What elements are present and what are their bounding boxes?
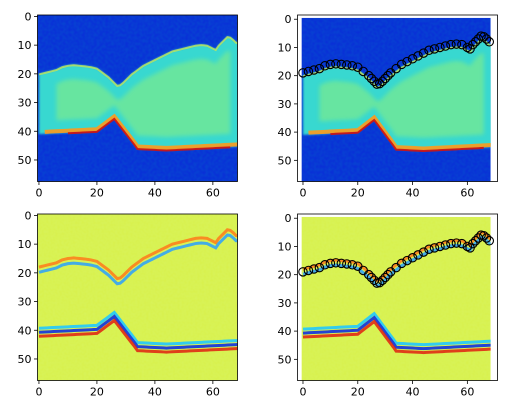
y-tick-label: 50 [278,353,292,366]
y-tick-label: 30 [18,296,32,309]
x-tick-label: 60 [460,386,474,399]
x-tick-label: 40 [148,187,162,200]
y-tick-label: 10 [18,238,32,251]
y-tick-label: 30 [278,297,292,310]
y-tick-label: 40 [278,325,292,338]
y-tick-label: 20 [278,269,292,282]
x-tick-label: 20 [351,386,365,399]
panel-bottom-left: 0 20 40 60 0 10 20 30 40 50 [18,209,239,398]
x-tick-label: 20 [90,386,104,399]
y-tick-label: 0 [25,209,32,222]
y-tick-label: 0 [285,13,292,26]
x-tick-label: 40 [148,386,162,399]
x-tick-label: 0 [299,187,306,200]
y-tick-label: 50 [18,154,32,167]
y-tick-label: 0 [285,212,292,225]
y-tick-label: 50 [278,154,292,167]
y-tick-label: 10 [18,39,32,52]
x-tick-label: 0 [299,386,306,399]
x-tick-label: 0 [35,386,42,399]
panel-bottom-right: 0 20 40 60 0 10 20 30 40 50 [278,212,498,398]
y-tick-label: 40 [18,324,32,337]
y-tick-label: 20 [18,267,32,280]
x-tick-label: 60 [206,187,220,200]
y-tick-label: 30 [278,98,292,111]
y-tick-label: 30 [18,97,32,110]
x-tick-label: 40 [406,187,420,200]
x-tick-label: 60 [206,386,220,399]
x-tick-label: 60 [460,187,474,200]
y-tick-label: 10 [278,240,292,253]
y-tick-label: 10 [278,41,292,54]
panel-top-right: 0 20 40 60 0 10 20 30 40 50 [278,13,498,199]
y-tick-label: 50 [18,353,32,366]
y-tick-label: 0 [25,10,32,23]
y-tick-label: 20 [18,68,32,81]
panel-top-left: 0 20 40 60 0 10 20 30 40 50 [18,10,239,199]
x-tick-label: 0 [35,187,42,200]
y-tick-label: 20 [278,70,292,83]
y-tick-label: 40 [278,126,292,139]
x-tick-label: 20 [351,187,365,200]
x-tick-label: 20 [90,187,104,200]
y-tick-label: 40 [18,125,32,138]
x-tick-label: 40 [406,386,420,399]
